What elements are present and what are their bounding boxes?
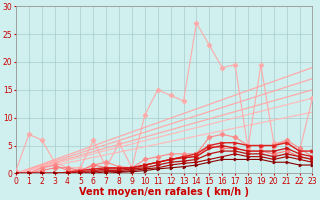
X-axis label: Vent moyen/en rafales ( km/h ): Vent moyen/en rafales ( km/h ) xyxy=(79,187,249,197)
